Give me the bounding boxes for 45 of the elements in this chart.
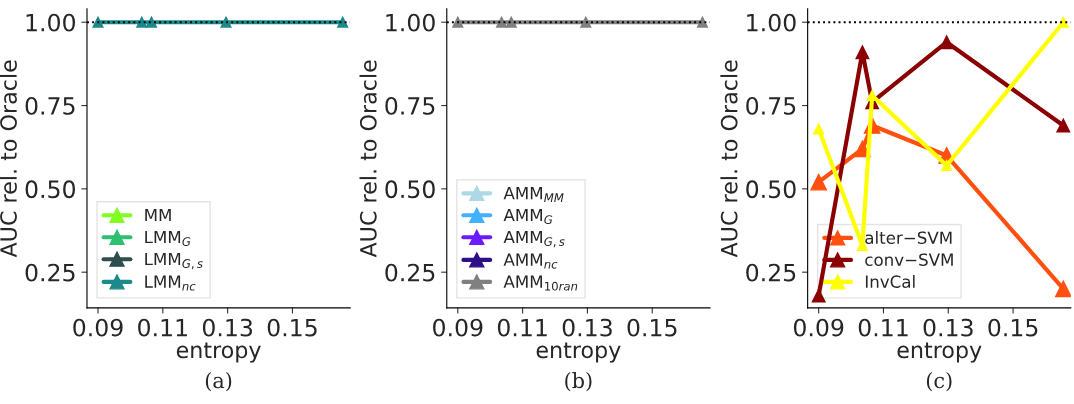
x-tick-label: 0.13 — [923, 318, 973, 337]
y-tick-label: 0.50 — [25, 180, 76, 199]
x-tick-label: 0.13 — [202, 318, 253, 337]
legend-label: AMM$_{G,s}$ — [503, 230, 565, 248]
text: (c) — [926, 372, 952, 392]
legend-label: LMM$_{nc}$ — [145, 275, 196, 291]
y-tick-label: 1.00 — [386, 13, 435, 32]
legend-label: LMM$_{G,s}$ — [145, 252, 203, 270]
text: (a) — [205, 372, 232, 392]
y-tick-label: 0.25 — [25, 263, 75, 282]
x-tick-label: 0.15 — [267, 318, 317, 337]
x-tick-label: 0.09 — [793, 318, 844, 337]
legend-label: MM — [145, 208, 171, 222]
y-tick-label: 0.75 — [385, 96, 435, 115]
y-axis-title: AUC rel. to Oracle — [359, 60, 377, 258]
legend-label: AMM$_{G}$ — [503, 208, 553, 225]
x-tick-label: 0.09 — [433, 318, 483, 337]
y-axis-title: AUC rel. to Oracle — [0, 60, 17, 258]
x-axis-title: entropy — [897, 342, 982, 363]
y-tick-label: 0.75 — [25, 96, 75, 115]
legend-label: AMM$_{10ran}$ — [503, 275, 578, 291]
x-axis-title: entropy — [176, 342, 261, 363]
y-tick-label: 0.50 — [746, 180, 796, 199]
legend-label: conv−SVM — [865, 253, 953, 266]
legend-label: alter−SVM — [865, 231, 952, 245]
x-tick-label: 0.09 — [73, 318, 123, 337]
x-axis-title: entropy — [536, 342, 621, 363]
y-tick-label: 0.25 — [385, 263, 435, 282]
x-tick-label: 0.11 — [858, 318, 908, 337]
y-tick-label: 0.25 — [746, 263, 796, 282]
y-tick-label: 0.50 — [385, 180, 435, 199]
legend-label: LMM$_{G}$ — [145, 230, 191, 246]
y-axis-title: AUC rel. to Oracle — [720, 60, 738, 258]
y-tick-label: 0.75 — [746, 96, 796, 115]
x-tick-label: 0.11 — [138, 318, 187, 337]
x-tick-label: 0.15 — [627, 318, 677, 337]
y-tick-label: 1.00 — [26, 13, 76, 32]
x-tick-label: 0.11 — [497, 318, 547, 337]
x-tick-label: 0.15 — [988, 318, 1038, 337]
legend-label: InvCal — [865, 275, 915, 288]
y-tick-label: 1.00 — [747, 13, 796, 32]
legend-label: AMM$_{nc}$ — [503, 253, 558, 269]
x-tick-label: 0.13 — [562, 318, 612, 337]
legend-label: AMM$_{MM}$ — [503, 186, 564, 202]
text: (b) — [565, 372, 592, 392]
